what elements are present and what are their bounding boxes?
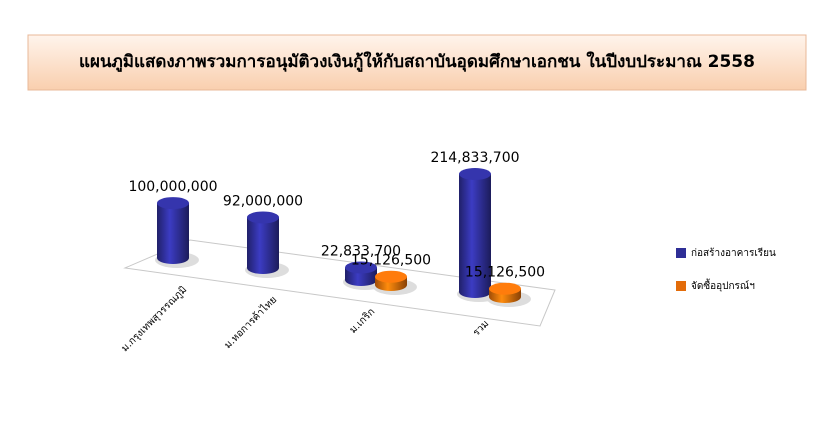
- value-label: 15,126,500: [351, 253, 431, 269]
- bar-top: [157, 197, 189, 210]
- x-tick-label: ม.เกริก: [348, 306, 377, 335]
- legend-label: จัดซื้ออุปกรณ์ฯ: [691, 278, 755, 292]
- value-label: 100,000,000: [128, 179, 217, 195]
- x-tick-label: ม.กรุงเทพสุวรรณภูมิ: [120, 284, 190, 354]
- chart-title: แผนภูมิแสดงภาพรวมการอนุมัติวงเงินกู้ให้ก…: [79, 51, 755, 73]
- bar-top: [489, 282, 521, 295]
- bar: [459, 174, 491, 298]
- bar-top: [345, 261, 377, 274]
- bar: [157, 203, 189, 264]
- bar-top: [375, 270, 407, 283]
- legend-swatch: [676, 248, 686, 258]
- bar-top: [247, 211, 279, 224]
- value-label: 22,833,700: [321, 243, 401, 259]
- value-label: 92,000,000: [223, 193, 303, 209]
- legend-label: ก่อสร้างอาคารเรียน: [691, 247, 776, 259]
- bar-top: [459, 168, 491, 180]
- bar: [247, 217, 279, 274]
- value-label: 214,833,700: [430, 150, 519, 166]
- legend-swatch: [676, 281, 686, 291]
- x-tick-label: รวม: [471, 318, 491, 338]
- title-box: [27, 34, 807, 91]
- x-tick-label: ม.หอการค้าไทย: [222, 294, 279, 351]
- value-label: 15,126,500: [465, 265, 545, 281]
